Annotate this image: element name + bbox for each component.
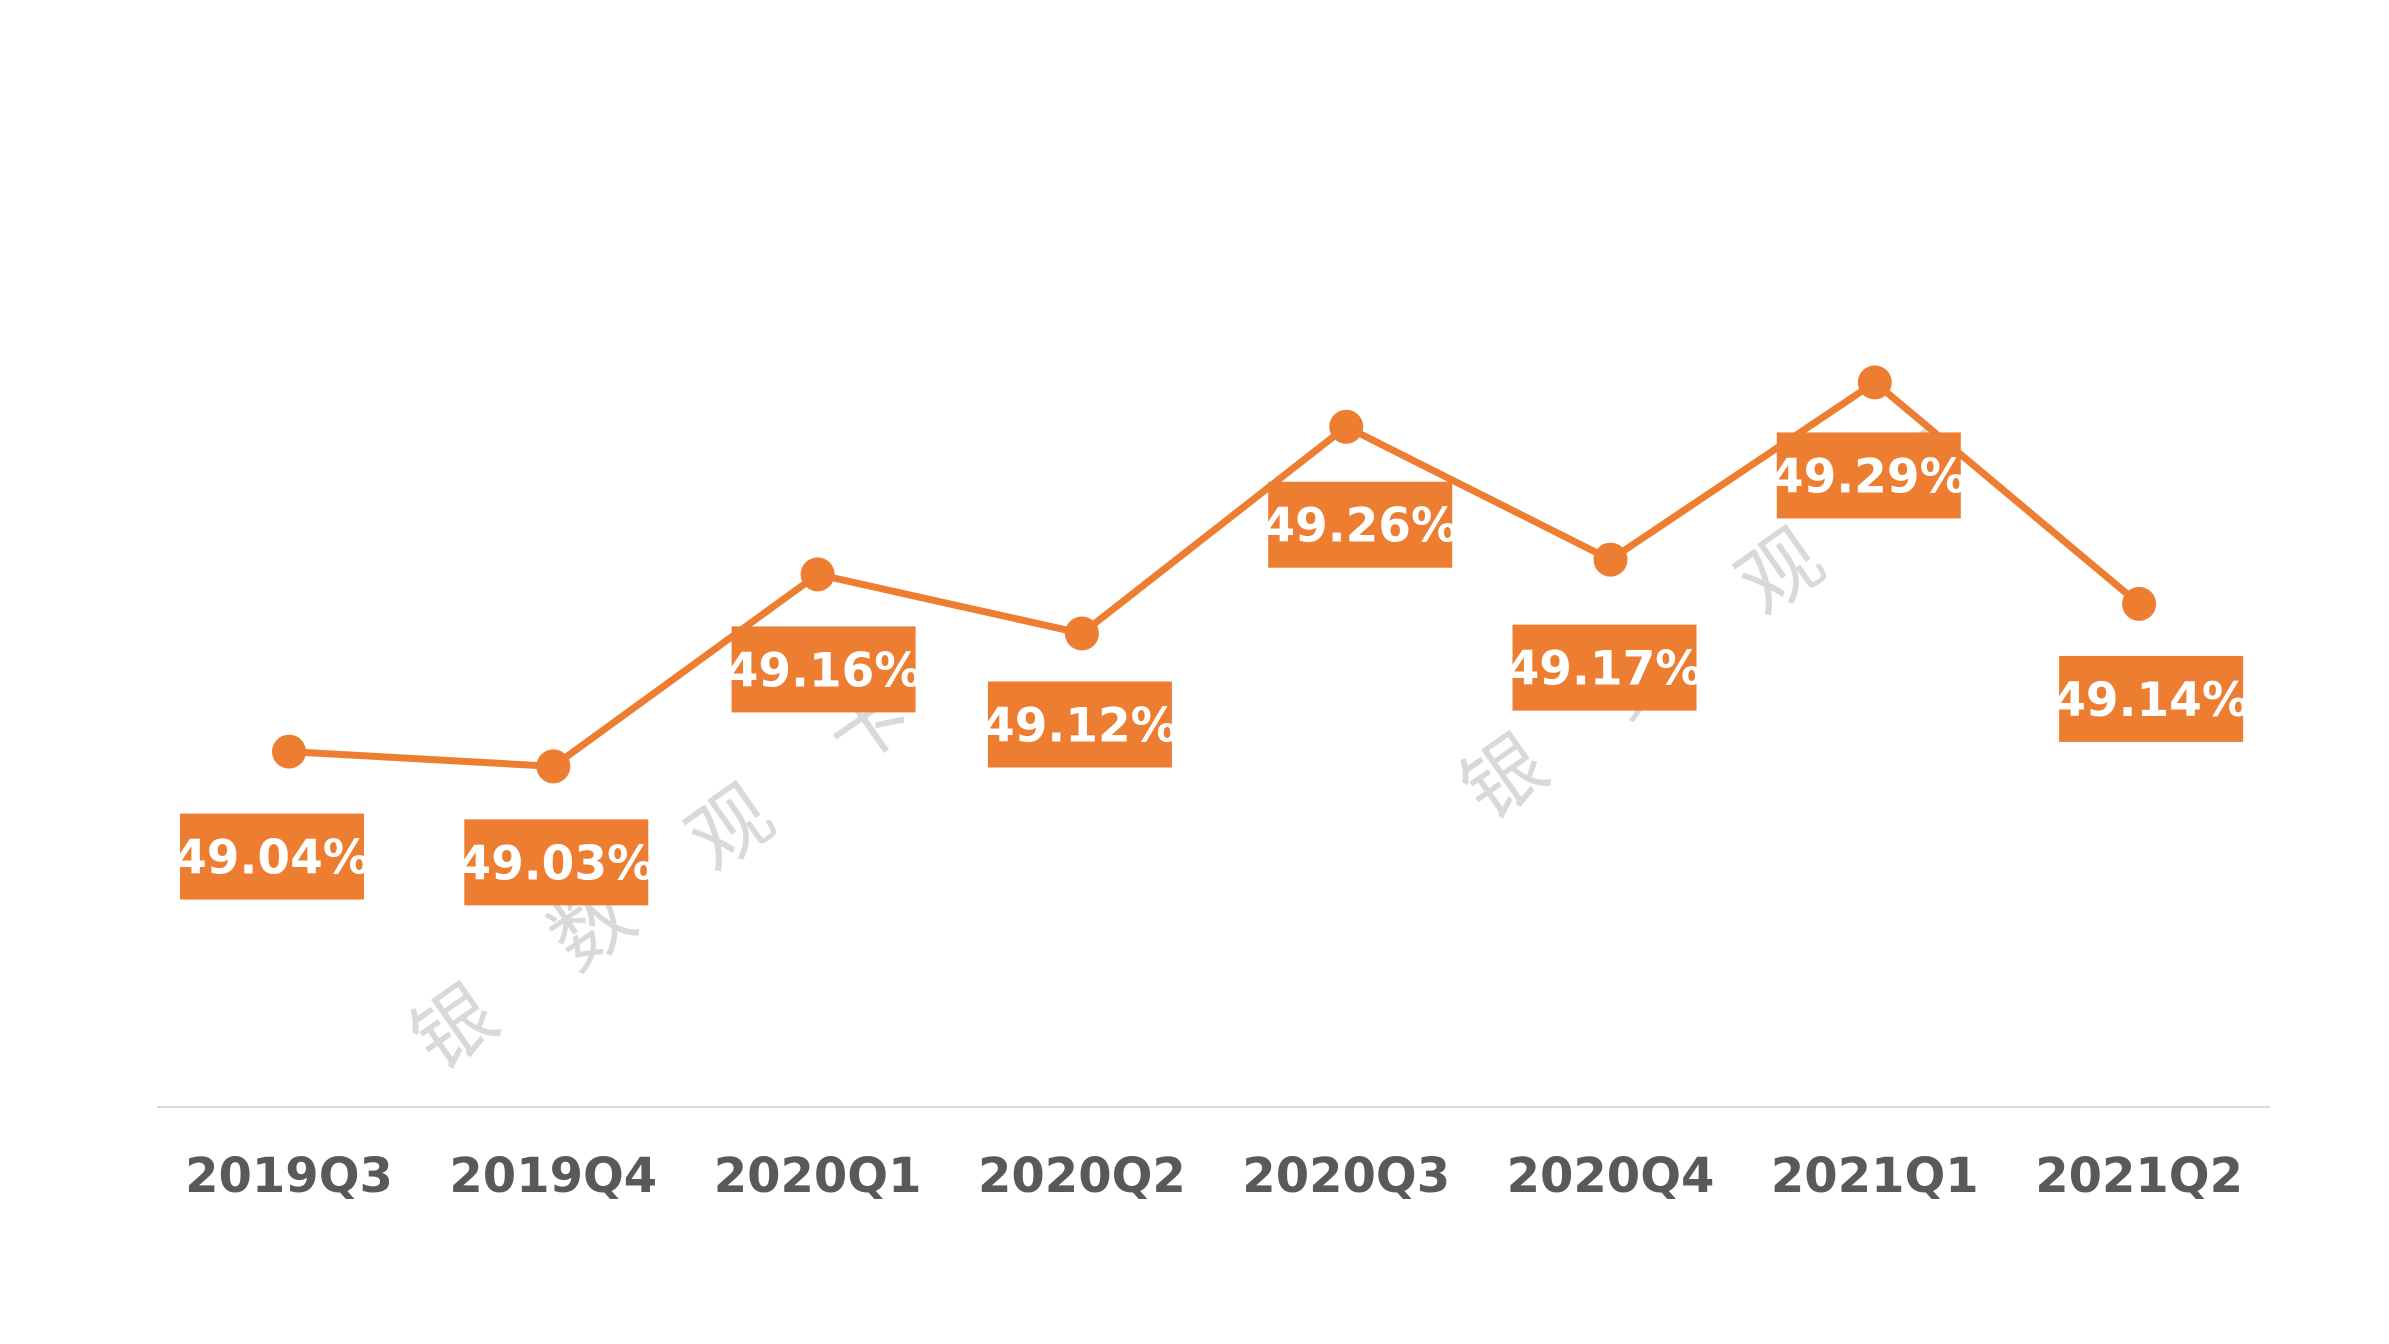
x-tick-labels: 2019Q3 2019Q4 2020Q1 2020Q2 2020Q3 2020Q4 2021… (185, 1148, 2243, 1204)
data-label-text: 49.26% (1262, 499, 1458, 554)
data-label-2021Q2: 49.14% (2053, 655, 2249, 742)
x-tick-label-2021Q1: 2021Q1 (1771, 1148, 1979, 1204)
data-label-2019Q3: 49.04% (174, 813, 370, 900)
data-label-box (464, 819, 649, 906)
data-point-2019Q4 (536, 749, 571, 784)
data-label-text: 49.14% (2053, 673, 2249, 728)
data-label-box (2059, 655, 2244, 742)
x-tick-label-2019Q3: 2019Q3 (185, 1148, 393, 1204)
series-line (288, 378, 2142, 770)
data-label-box (1776, 432, 1961, 519)
data-label-box (180, 813, 364, 900)
watermark-char: 银 (395, 966, 514, 1088)
x-tick-label-2020Q3: 2020Q3 (1242, 1148, 1450, 1204)
data-point-2020Q1 (800, 557, 835, 592)
data-label-text: 49.17% (1507, 642, 1703, 697)
x-tick-label-2020Q1: 2020Q1 (714, 1148, 922, 1204)
data-point-2021Q1 (1857, 365, 1892, 400)
x-tick-label-2021Q2: 2021Q2 (2035, 1148, 2243, 1204)
data-label-text: 49.12% (982, 698, 1178, 753)
x-tick-label-2019Q4: 2019Q4 (449, 1148, 657, 1204)
data-label-2020Q3: 49.26% (1262, 481, 1458, 568)
data-label-2020Q2: 49.12% (982, 681, 1178, 768)
data-label-text: 49.16% (726, 643, 922, 698)
data-point-2019Q3 (272, 734, 306, 769)
data-label-text: 49.03% (458, 836, 654, 891)
x-tick-label-2020Q2: 2020Q2 (978, 1148, 1186, 1204)
x-tick-label-2020Q4: 2020Q4 (1507, 1148, 1715, 1204)
data-label-box (1512, 624, 1697, 711)
data-label-2020Q4: 49.17% (1507, 624, 1703, 711)
data-point-2020Q3 (1329, 409, 1364, 444)
data-label-2021Q1: 49.29% (1771, 432, 1967, 519)
data-points (272, 365, 2157, 784)
data-point-2020Q2 (1064, 616, 1099, 651)
data-labels: 49.04% 49.03% 49.16% 49.12% 49.26% 49.17% 49.2… (174, 432, 2249, 906)
data-label-2020Q1: 49.16% (726, 626, 922, 713)
watermark-layer: 银数观卡银数观卡 (395, 406, 1978, 1088)
data-point-2020Q4 (1593, 542, 1628, 577)
data-label-text: 49.29% (1771, 449, 1967, 504)
data-label-text: 49.04% (174, 831, 370, 886)
data-label-box (731, 626, 916, 713)
watermark-char: 银 (1445, 716, 1564, 838)
data-point-2021Q2 (2122, 586, 2157, 621)
data-label-box (987, 681, 1172, 768)
data-label-box (1268, 481, 1453, 568)
watermark-char: 观 (1721, 510, 1840, 632)
watermark-char: 观 (671, 766, 790, 888)
data-label-2019Q4: 49.03% (458, 819, 654, 906)
